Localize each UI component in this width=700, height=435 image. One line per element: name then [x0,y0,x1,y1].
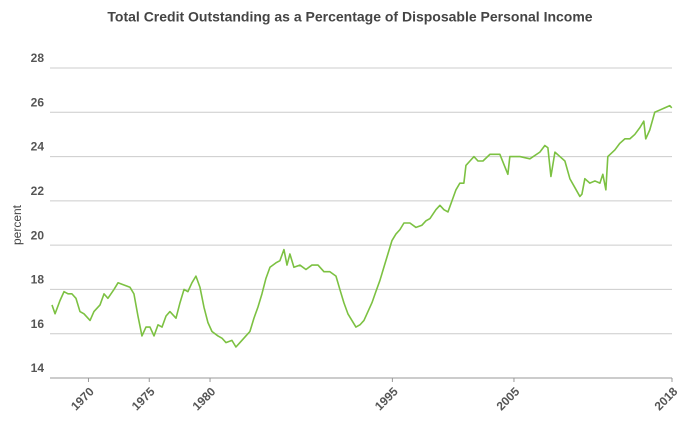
y-tick-label: 22 [31,184,45,198]
x-tick-label: 2005 [494,384,523,413]
y-tick-label: 20 [31,228,45,242]
y-tick-label: 24 [31,140,45,154]
x-tick-label: 1980 [190,384,219,413]
y-tick-label: 18 [31,273,45,287]
y-tick-label: 26 [31,95,45,109]
y-axis-label: percent [10,204,24,245]
x-tick-label: 1970 [68,384,97,413]
y-tick-label: 28 [31,51,45,65]
y-tick-label: 16 [31,317,45,331]
x-tick-label: 1975 [129,384,158,413]
data-line [51,104,673,348]
chart-title: Total Credit Outstanding as a Percentage… [107,9,592,25]
y-tick-label: 14 [31,361,45,375]
x-tick-label: 1995 [372,384,401,413]
x-tick-label: 2018 [652,384,681,413]
